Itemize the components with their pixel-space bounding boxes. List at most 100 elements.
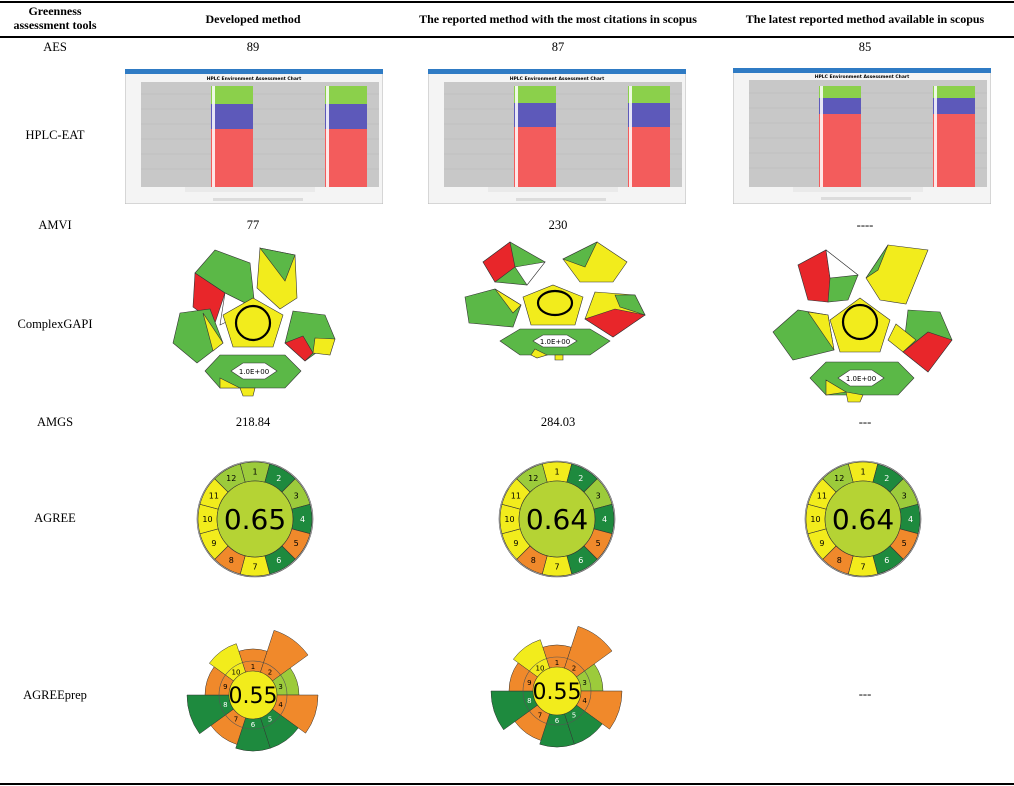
agreeprep-segment-number: 5	[572, 711, 576, 719]
amgs-developed: 218.84	[235, 415, 271, 429]
agree-segment-number: 8	[531, 556, 536, 565]
agreeprep-segment-number: 10	[535, 665, 544, 673]
agreeprep-segment-number: 8	[527, 697, 531, 705]
agree-segment-number: 9	[211, 539, 216, 548]
row-label-agree: AGREE	[34, 511, 76, 525]
agree-segment-number: 1	[554, 468, 559, 477]
hplc-eat-title: HPLC Environment Assessment Chart	[510, 76, 605, 82]
agreeprep-segment-number: 8	[223, 701, 227, 709]
agreeprep-segment-number: 7	[234, 715, 238, 723]
agreeprep-segment-number: 4	[582, 697, 587, 705]
agreeprep-latest: ---	[858, 687, 872, 701]
amgs-most-cited: 284.03	[540, 415, 576, 429]
agreeprep-segment-number: 4	[278, 701, 283, 709]
hplc-eat-chart-most-cited: HPLC Environment Assessment Chart	[428, 69, 686, 204]
header-tool: Greenness assessment tools	[13, 4, 97, 32]
agreeprep-segment-number: 9	[223, 683, 227, 691]
agreeprep-segment-number: 6	[555, 717, 560, 725]
agree-segment-number: 11	[511, 491, 521, 500]
header-developed: Developed method	[205, 12, 301, 26]
agreeprep-score: 0.55	[229, 684, 278, 709]
bottom-rule	[0, 783, 1014, 785]
amvi-developed: 77	[246, 218, 260, 232]
agree-segment-number: 10	[810, 515, 820, 524]
agree-segment-number: 6	[578, 556, 583, 565]
aes-latest: 85	[858, 40, 872, 54]
agree-segment-number: 1	[252, 468, 257, 477]
agreeprep-segment-number: 7	[538, 711, 542, 719]
complexgapi-value: 1.0E+00	[239, 368, 269, 376]
agree-segment-number: 7	[252, 563, 257, 572]
agree-segment-number: 5	[596, 539, 601, 548]
agree-segment-number: 12	[528, 474, 538, 483]
agree-segment-number: 2	[578, 474, 583, 483]
agreeprep-pictogram-developed: 1 23 45 6 78 9 10 0.55	[186, 630, 319, 752]
complexgapi-latest: 1.0E+00	[772, 244, 953, 403]
hplc-eat-chart-developed: HPLC Environment Assessment Chart	[125, 69, 383, 204]
complexgapi-most-cited: 1.0E+00	[464, 241, 646, 361]
row-label-agreeprep: AGREEprep	[23, 688, 87, 702]
amvi-latest: ----	[856, 218, 874, 232]
agreeprep-segment-number: 10	[231, 669, 240, 677]
agree-segment-number: 6	[884, 556, 889, 565]
agreeprep-segment-number: 9	[527, 679, 531, 687]
complexgapi-developed: 1.0E+00	[172, 247, 336, 397]
agree-score: 0.65	[224, 503, 286, 536]
row-label-hplc-eat: HPLC-EAT	[25, 128, 85, 142]
agree-segment-number: 11	[817, 491, 827, 500]
agree-segment-number: 4	[300, 515, 305, 524]
agree-segment-number: 10	[202, 515, 212, 524]
agree-segment-number: 9	[819, 539, 824, 548]
amvi-most-cited: 230	[548, 218, 568, 232]
agreeprep-segment-number: 3	[582, 679, 586, 687]
agree-segment-number: 2	[884, 474, 889, 483]
hplc-eat-chart-latest: HPLC Environment Assessment Chart	[733, 68, 991, 204]
agree-segment-number: 1	[860, 468, 865, 477]
agree-segment-number: 11	[209, 491, 219, 500]
aes-most-cited: 87	[551, 40, 565, 54]
top-rule	[0, 1, 1014, 3]
agree-segment-number: 12	[226, 474, 236, 483]
agree-score: 0.64	[526, 503, 588, 536]
agree-segment-number: 8	[837, 556, 842, 565]
row-label-complexgapi: ComplexGAPI	[17, 317, 93, 331]
amgs-latest: ---	[858, 415, 872, 429]
agreeprep-segment-number: 1	[555, 659, 559, 667]
agree-segment-number: 3	[294, 491, 299, 500]
agree-segment-number: 7	[860, 563, 865, 572]
row-label-aes: AES	[43, 40, 67, 54]
agreeprep-score: 0.55	[533, 680, 582, 705]
agreeprep-segment-number: 5	[268, 715, 272, 723]
agreeprep-segment-number: 6	[251, 721, 256, 729]
agree-segment-number: 10	[504, 515, 514, 524]
agreeprep-segment-number: 2	[268, 669, 272, 677]
hplc-eat-title: HPLC Environment Assessment Chart	[207, 76, 302, 82]
agree-segment-number: 9	[513, 539, 518, 548]
agreeprep-pictogram-most-cited: 1 23 45 6 78 9 10 0.55	[490, 626, 623, 748]
row-label-amvi: AMVI	[38, 218, 72, 232]
complexgapi-value: 1.0E+00	[540, 338, 570, 346]
aes-developed: 89	[246, 40, 260, 54]
agree-segment-number: 4	[602, 515, 607, 524]
agreeprep-segment-number: 3	[278, 683, 282, 691]
agreeprep-segment-number: 1	[251, 663, 255, 671]
agree-segment-number: 8	[229, 556, 234, 565]
agree-segment-number: 5	[294, 539, 299, 548]
agree-segment-number: 12	[834, 474, 844, 483]
agree-score: 0.64	[832, 503, 894, 536]
agree-segment-number: 3	[902, 491, 907, 500]
hplc-eat-title: HPLC Environment Assessment Chart	[815, 74, 910, 80]
agree-segment-number: 3	[596, 491, 601, 500]
agree-segment-number: 7	[554, 563, 559, 572]
agreeprep-segment-number: 2	[572, 665, 576, 673]
row-label-amgs: AMGS	[36, 415, 74, 429]
header-most-cited: The reported method with the most citati…	[419, 12, 697, 26]
agree-segment-number: 2	[276, 474, 281, 483]
complexgapi-value: 1.0E+00	[846, 375, 876, 383]
agree-segment-number: 5	[902, 539, 907, 548]
header-rule	[0, 36, 1014, 38]
agree-segment-number: 4	[908, 515, 913, 524]
